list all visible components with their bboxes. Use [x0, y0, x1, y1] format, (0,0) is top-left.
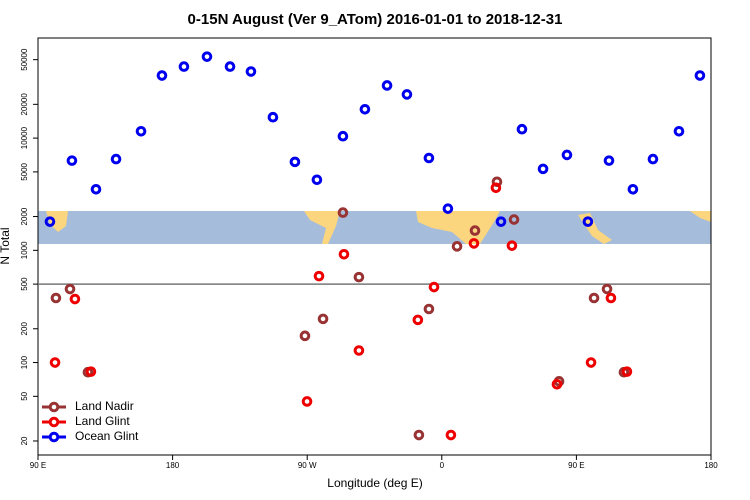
- data-point: [537, 163, 549, 175]
- legend-marker: [48, 416, 60, 428]
- data-point: [311, 174, 323, 186]
- data-point: [50, 292, 62, 304]
- data-point: [64, 283, 76, 295]
- x-tick-label: 0: [440, 461, 445, 470]
- data-point: [381, 80, 393, 91]
- plot-frame: [37, 37, 712, 456]
- data-point: [561, 149, 573, 161]
- data-point: [353, 345, 365, 356]
- data-point: [49, 357, 61, 368]
- data-point: [178, 61, 190, 72]
- data-point: [412, 314, 424, 326]
- data-point: [69, 293, 81, 305]
- data-point: [353, 271, 365, 283]
- x-axis-label: Longitude (deg E): [327, 476, 422, 490]
- y-tick-label: 200: [20, 322, 29, 336]
- data-point: [337, 207, 349, 218]
- data-point: [442, 203, 454, 214]
- y-tick-label: 50: [20, 391, 29, 400]
- data-point: [90, 183, 102, 195]
- data-point: [451, 241, 463, 252]
- data-point: [44, 216, 56, 227]
- data-point: [445, 429, 457, 441]
- data-point: [317, 313, 329, 325]
- data-point: [601, 283, 613, 295]
- chart-title: 0-15N August (Ver 9_ATom) 2016-01-01 to …: [188, 11, 563, 28]
- data-point: [582, 216, 594, 227]
- data-point: [469, 225, 481, 236]
- data-point: [338, 248, 350, 260]
- y-tick-label: 2000: [20, 207, 29, 225]
- data-point: [508, 214, 520, 225]
- y-tick-label: 100: [20, 355, 29, 369]
- data-point: [156, 70, 168, 81]
- data-point: [468, 238, 480, 249]
- data-point: [490, 182, 502, 194]
- y-tick-label: 50000: [20, 48, 29, 71]
- data-point: [621, 366, 633, 377]
- data-point: [245, 66, 257, 77]
- data-point: [585, 357, 597, 368]
- legend-label: Land Nadir: [75, 399, 134, 413]
- y-tick-label: 20: [20, 436, 29, 445]
- data-point: [201, 51, 213, 62]
- data-point: [401, 89, 413, 100]
- data-point: [603, 155, 615, 166]
- x-tick-label: 90 E: [30, 461, 46, 470]
- data-point: [506, 240, 518, 251]
- legend-label: Ocean Glint: [75, 429, 139, 443]
- data-point: [673, 125, 685, 137]
- y-tick-label: 20000: [20, 93, 29, 116]
- x-tick-label: 90 W: [298, 461, 317, 470]
- data-point: [267, 111, 279, 123]
- data-point: [337, 130, 349, 142]
- x-tick-label: 180: [166, 461, 180, 470]
- data-point: [647, 153, 659, 165]
- data-point: [423, 303, 435, 315]
- y-tick-label: 500: [20, 277, 29, 291]
- data-point: [85, 366, 97, 377]
- data-point: [627, 183, 639, 195]
- data-point: [66, 155, 78, 166]
- data-point: [301, 396, 313, 407]
- data-point: [428, 281, 440, 293]
- map-strip: [38, 211, 711, 244]
- data-point: [110, 153, 122, 165]
- data-point: [224, 61, 236, 72]
- data-point: [495, 216, 507, 227]
- y-tick-label: 10000: [20, 126, 29, 149]
- data-point: [551, 378, 563, 390]
- data-point: [605, 292, 617, 304]
- data-point: [359, 103, 371, 115]
- data-point: [135, 125, 147, 137]
- data-point: [313, 270, 325, 282]
- data-point: [588, 292, 600, 304]
- data-point: [413, 429, 425, 441]
- legend-marker: [48, 401, 60, 413]
- legend-label: Land Glint: [75, 414, 130, 428]
- y-tick-label: 5000: [20, 162, 29, 180]
- x-tick-label: 180: [704, 461, 718, 470]
- y-tick-label: 1000: [20, 241, 29, 259]
- x-tick-label: 90 E: [568, 461, 584, 470]
- legend-marker: [48, 431, 60, 443]
- data-point: [423, 152, 435, 164]
- data-point: [299, 330, 311, 342]
- data-point: [516, 123, 528, 135]
- data-point: [289, 156, 301, 168]
- data-point: [694, 70, 706, 81]
- y-axis-label: N Total: [0, 227, 12, 264]
